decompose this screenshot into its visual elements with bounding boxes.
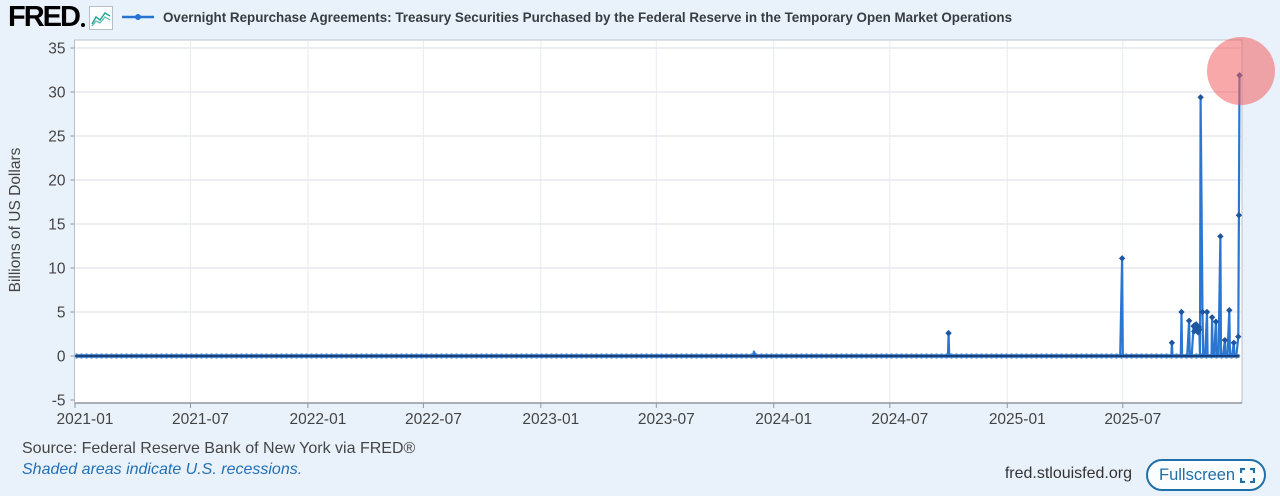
x-tick-label: 2022-01 (289, 411, 346, 428)
y-tick-label: -5 (52, 393, 66, 410)
data-point-marker (1197, 94, 1204, 101)
x-tick-label: 2022-07 (405, 411, 462, 428)
data-point-marker (1235, 333, 1242, 340)
data-point-marker (1196, 326, 1203, 333)
data-point-marker (1168, 339, 1176, 346)
fred-sparkline-icon (88, 6, 113, 30)
expand-corners-icon (1240, 467, 1256, 483)
x-tick-label: 2024-07 (871, 411, 928, 428)
x-tick-label: 2024-01 (755, 411, 812, 428)
data-point-marker (1217, 233, 1224, 240)
fred-logo-dot (80, 23, 85, 27)
chart-header: FRED Overnight Repurchase Agreements: Tr… (8, 2, 1012, 32)
y-tick-label: 25 (48, 129, 65, 146)
y-tick-label: 5 (57, 305, 66, 322)
fullscreen-button[interactable]: Fullscreen (1146, 459, 1267, 491)
fred-site-link[interactable]: fred.stlouisfed.org (1004, 465, 1132, 482)
series-legend: Overnight Repurchase Agreements: Treasur… (121, 10, 1012, 25)
fred-logo[interactable]: FRED (8, 1, 113, 33)
source-text: Source: Federal Reserve Bank of New York… (22, 440, 416, 457)
data-point-marker (1192, 325, 1199, 332)
data-point-marker (1226, 307, 1233, 314)
recession-note: Shaded areas indicate U.S. recessions. (22, 461, 303, 478)
y-tick-label: 35 (48, 41, 65, 58)
legend-line-marker (121, 14, 154, 20)
x-tick-label: 2025-01 (989, 411, 1046, 428)
x-tick-label: 2023-01 (522, 411, 579, 428)
data-point-marker (1178, 308, 1185, 316)
data-point-marker (1185, 317, 1193, 324)
y-tick-label: 0 (57, 349, 66, 366)
x-tick-label: 2021-07 (172, 411, 229, 428)
data-point-marker (1212, 318, 1220, 325)
x-tick-label: 2023-07 (638, 411, 695, 428)
plot-background (74, 39, 1243, 404)
data-point-marker (1230, 339, 1237, 346)
data-point-marker (945, 329, 952, 337)
series-title: Overnight Repurchase Agreements: Treasur… (162, 9, 1013, 25)
x-tick-label: 2021-01 (57, 411, 114, 428)
data-point-marker (1208, 314, 1216, 321)
data-point-marker (1235, 212, 1243, 219)
data-point-marker (1221, 336, 1229, 344)
y-tick-label: 10 (48, 261, 66, 278)
y-tick-label: 15 (48, 217, 65, 234)
data-point-marker (1199, 308, 1206, 316)
fred-logo-text: FRED (8, 1, 81, 33)
y-axis-title: Billions of US Dollars (7, 147, 24, 292)
y-tick-label: 30 (48, 85, 66, 102)
x-tick-label: 2025-07 (1104, 411, 1161, 428)
data-point-marker (1203, 308, 1211, 316)
y-tick-label: 20 (48, 173, 66, 190)
chart-plot-area[interactable]: -5 0 5 10 15 20 25 30 35 2021-01 2021-07 2022-01 202… (0, 30, 1280, 436)
fullscreen-button-label: Fullscreen (1159, 465, 1236, 484)
data-point-marker (1118, 255, 1126, 262)
